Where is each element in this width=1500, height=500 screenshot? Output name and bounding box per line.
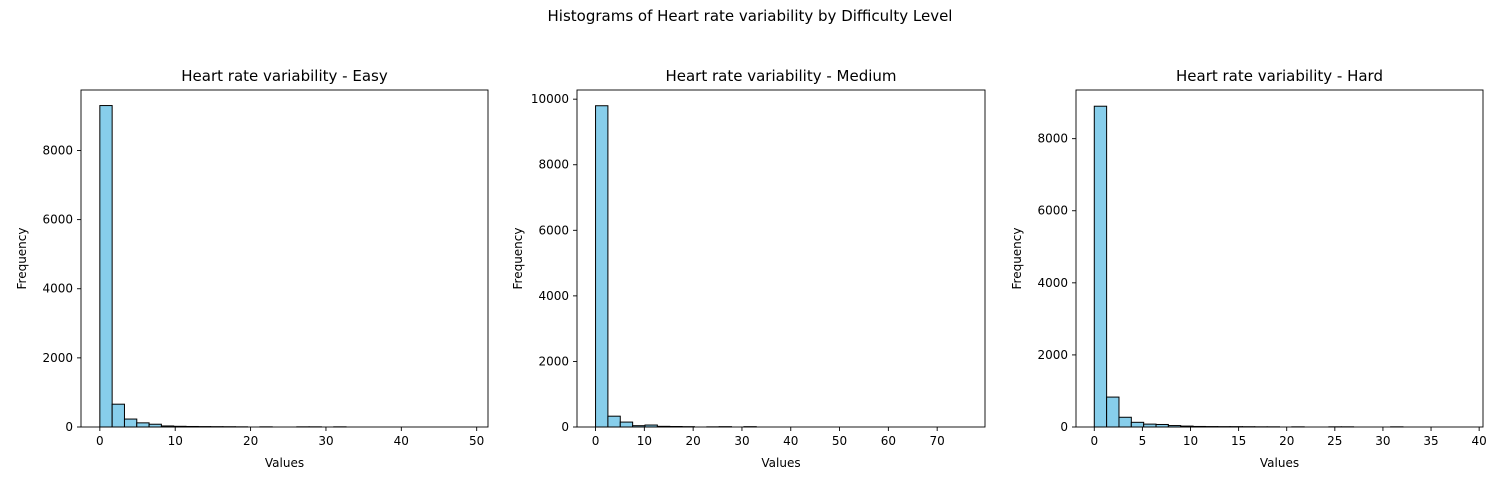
histogram-panel: 0 10 20 30 40 50 60 70 0 2000 4000 6000 8000 10000 Hea…	[511, 67, 986, 470]
histogram-bar	[1093, 105, 1108, 428]
x-tick-label: 70	[930, 434, 945, 448]
x-tick-label: 5	[1139, 434, 1147, 448]
y-tick-label: 0	[1060, 420, 1068, 434]
x-tick-label: 20	[243, 434, 258, 448]
x-tick-label: 0	[1090, 434, 1098, 448]
y-tick-label: 6000	[1037, 204, 1068, 218]
histogram-bar	[123, 418, 138, 428]
x-tick-label: 50	[832, 434, 847, 448]
x-tick-label: 40	[1472, 434, 1487, 448]
histogram-bar	[99, 105, 113, 428]
y-tick-label: 2000	[42, 351, 73, 365]
histogram-bar	[136, 422, 150, 428]
y-axis-label: Frequency	[15, 228, 29, 290]
x-tick-label: 25	[1327, 434, 1342, 448]
y-tick-label: 2000	[538, 354, 569, 368]
histogram-panel: 0 10 20 30 40 50 0 2000 4000 6000 8000 Heart rate v…	[15, 67, 489, 470]
y-tick-label: 4000	[1037, 276, 1068, 290]
histogram-bar	[607, 415, 621, 428]
y-axis-label: Frequency	[511, 228, 525, 290]
x-tick-label: 50	[469, 434, 484, 448]
x-tick-label: 35	[1423, 434, 1438, 448]
x-tick-label: 30	[1375, 434, 1390, 448]
x-tick-label: 20	[1279, 434, 1294, 448]
histogram-bar	[619, 421, 634, 428]
y-axis-label: Frequency	[1010, 228, 1024, 290]
x-tick-label: 10	[1183, 434, 1198, 448]
x-tick-label: 10	[637, 434, 652, 448]
y-tick-label: 0	[65, 420, 73, 434]
y-tick-label: 2000	[1037, 348, 1068, 362]
panel-title: Heart rate variability - Hard	[1176, 67, 1383, 85]
histogram-panel: 0 5 10 15 20 25 30 35 40 0 2000 4000 6000 8000 Heart r…	[1010, 67, 1487, 470]
y-tick-label: 6000	[42, 213, 73, 227]
y-tick-label: 0	[561, 420, 569, 434]
axes-frame	[1075, 89, 1484, 428]
x-axis-label: Values	[265, 456, 304, 470]
x-tick-label: 15	[1231, 434, 1246, 448]
x-tick-label: 0	[96, 434, 104, 448]
x-tick-label: 40	[783, 434, 798, 448]
histogram-bar	[111, 403, 125, 428]
x-tick-label: 0	[592, 434, 600, 448]
histogram-bar	[1106, 396, 1120, 428]
y-tick-label: 8000	[42, 143, 73, 157]
x-tick-label: 30	[734, 434, 749, 448]
histogram-bar	[595, 105, 609, 428]
x-tick-label: 30	[318, 434, 333, 448]
x-tick-label: 20	[686, 434, 701, 448]
y-tick-label: 10000	[531, 92, 569, 106]
x-tick-label: 60	[881, 434, 896, 448]
x-tick-label: 40	[394, 434, 409, 448]
panel-title: Heart rate variability - Medium	[665, 67, 896, 85]
figure-title: Histograms of Heart rate variability by …	[547, 7, 953, 25]
y-tick-label: 4000	[538, 289, 569, 303]
axes-frame	[80, 89, 489, 428]
x-axis-label: Values	[1260, 456, 1299, 470]
histogram-bar	[1130, 421, 1145, 428]
y-tick-label: 6000	[538, 223, 569, 237]
panel-title: Heart rate variability - Easy	[181, 67, 388, 85]
y-tick-label: 4000	[42, 282, 73, 296]
x-axis-label: Values	[761, 456, 800, 470]
x-tick-label: 10	[168, 434, 183, 448]
y-tick-label: 8000	[1037, 132, 1068, 146]
histogram-bar	[1118, 416, 1132, 428]
y-tick-label: 8000	[538, 158, 569, 172]
axes-frame	[576, 89, 986, 428]
